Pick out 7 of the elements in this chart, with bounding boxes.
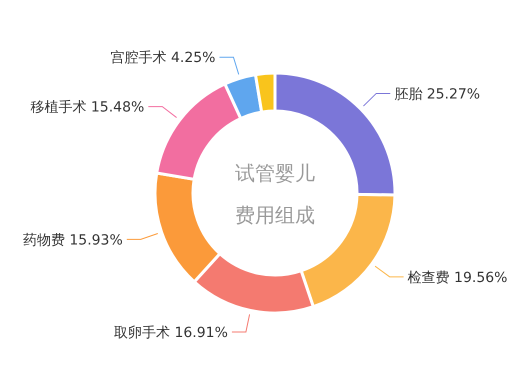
text: 试管婴儿费用组成 — [235, 161, 315, 227]
slice-label: 移植手术 15.48% — [30, 100, 144, 116]
slice-label: 检查费 19.56% — [408, 270, 508, 286]
slice-label: 取卵手术 16.91% — [114, 324, 228, 341]
slice-label: 胚胎 25.27% — [394, 86, 480, 102]
slice-label: 宫腔手术 4.25% — [110, 50, 216, 66]
slice-label: 药物费 15.93% — [22, 232, 123, 248]
